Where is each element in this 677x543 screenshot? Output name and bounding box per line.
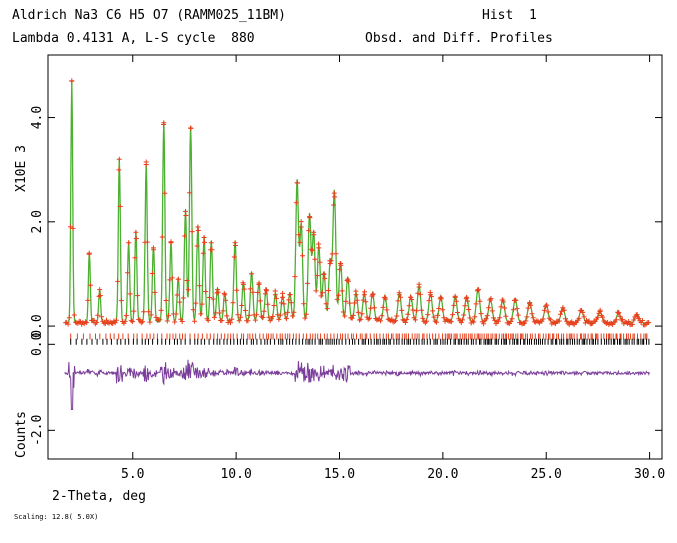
x-tick-label: 25.0 xyxy=(531,467,562,482)
subtitle-left: Lambda 0.4131 A, L-S cycle 880 xyxy=(12,31,255,46)
difference-curve xyxy=(64,359,650,410)
x-tick-label: 5.0 xyxy=(121,467,144,482)
x-tick-label: 15.0 xyxy=(324,467,355,482)
title-right: Hist 1 xyxy=(482,8,537,23)
x-tick-label: 10.0 xyxy=(220,467,251,482)
y-tick-label: 0.0 xyxy=(30,314,45,337)
x-tick-label: 20.0 xyxy=(427,467,458,482)
chart-marks xyxy=(63,78,652,410)
y-axis-label-upper: X10E 3 xyxy=(14,145,29,192)
x-tick-label: 30.0 xyxy=(634,467,665,482)
calculated-profile-line xyxy=(64,80,650,324)
y-tick-label: -2.0 xyxy=(30,415,45,446)
title-left: Aldrich Na3 C6 H5 O7 (RAMM025_11BM) xyxy=(12,8,286,23)
y-axis-label-lower: Counts xyxy=(14,411,29,458)
x-axis-label: 2-Theta, deg xyxy=(52,489,146,504)
chart-axes: 5.0 10.0 15.0 20.0 25.0 30.0 4.0 2.0 0.00.0 -2.0 xyxy=(30,55,665,482)
y-tick-label: 2.0 xyxy=(30,210,45,233)
y-tick-label: 0.0 xyxy=(30,333,45,356)
y-tick-label: 4.0 xyxy=(30,106,45,129)
subtitle-right: Obsd. and Diff. Profiles xyxy=(365,31,553,46)
scaling-note: Scaling: 12.8( 5.0X) xyxy=(14,513,99,521)
reflection-ticks-phase-2 xyxy=(70,338,650,345)
reflection-ticks-phase-1 xyxy=(70,333,648,340)
plot-frame xyxy=(47,54,663,460)
observed-points xyxy=(63,78,652,328)
